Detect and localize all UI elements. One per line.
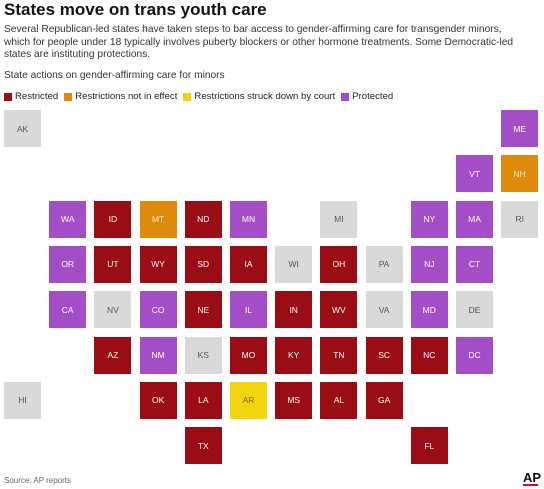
- state-tile-nm: NM: [139, 336, 177, 374]
- state-tile-nj: NJ: [410, 245, 448, 283]
- page-title: States move on trans youth care: [4, 0, 267, 19]
- legend-label: Protected: [352, 91, 394, 102]
- state-tile-wa: WA: [49, 200, 87, 238]
- legend-label: Restricted: [15, 91, 59, 102]
- ap-logo: AP: [523, 470, 542, 485]
- state-tile-ok: OK: [139, 381, 177, 419]
- legend-item-not-in-effect: Restrictions not in effect: [64, 91, 177, 102]
- ap-logo-underline: [523, 484, 538, 486]
- state-tile-or: OR: [49, 245, 87, 283]
- legend-item-struck-down: Restrictions struck down by court: [183, 91, 335, 102]
- legend-item-protected: Protected: [341, 91, 393, 102]
- state-tile-sd: SD: [184, 245, 222, 283]
- state-tile-ga: GA: [365, 381, 403, 419]
- state-tile-ma: MA: [456, 200, 493, 238]
- state-tile-ct: CT: [456, 245, 493, 283]
- state-tile-al: AL: [320, 381, 358, 419]
- state-tile-va: VA: [365, 291, 403, 329]
- state-tile-me: ME: [501, 110, 539, 147]
- state-tile-ca: CA: [49, 291, 87, 329]
- state-tile-ut: UT: [94, 245, 132, 283]
- chart-heading: State actions on gender-affirming care f…: [4, 70, 225, 81]
- legend-swatch-restricted: [4, 92, 12, 101]
- state-tile-mt: MT: [139, 200, 177, 238]
- state-tile-la: LA: [184, 381, 222, 419]
- legend-label: Restrictions not in effect: [75, 91, 178, 102]
- state-tile-az: AZ: [94, 336, 132, 374]
- legend-swatch-struck-down: [183, 92, 192, 101]
- state-tile-mo: MO: [230, 336, 267, 374]
- state-tile-wi: WI: [275, 245, 313, 283]
- legend: Restricted Restrictions not in effect Re…: [4, 91, 399, 102]
- state-tile-hi: HI: [4, 381, 41, 419]
- state-tile-il: IL: [230, 291, 267, 329]
- state-tile-vt: VT: [456, 155, 493, 193]
- state-tile-fl: FL: [410, 427, 448, 465]
- source-note: Source: AP reports: [4, 476, 71, 485]
- state-tile-tx: TX: [184, 427, 222, 465]
- legend-item-restricted: Restricted: [4, 91, 58, 102]
- state-tile-nc: NC: [410, 336, 448, 374]
- subtitle: Several Republican-led states have taken…: [4, 24, 514, 61]
- state-tile-mi: MI: [320, 200, 358, 238]
- state-tile-oh: OH: [320, 245, 358, 283]
- state-tile-in: IN: [275, 291, 313, 329]
- state-tile-ky: KY: [275, 336, 313, 374]
- state-tile-mn: MN: [230, 200, 267, 238]
- state-tile-tn: TN: [320, 336, 358, 374]
- state-tile-nh: NH: [501, 155, 539, 193]
- state-tile-ak: AK: [4, 110, 41, 147]
- legend-label: Restrictions struck down by court: [194, 91, 336, 102]
- state-tile-pa: PA: [365, 245, 403, 283]
- state-tile-wv: WV: [320, 291, 358, 329]
- state-tile-id: ID: [94, 200, 132, 238]
- state-tile-co: CO: [139, 291, 177, 329]
- state-tile-nv: NV: [94, 291, 132, 329]
- legend-swatch-protected: [341, 92, 350, 101]
- state-tile-ms: MS: [275, 381, 313, 419]
- state-tile-wy: WY: [139, 245, 177, 283]
- state-tile-ri: RI: [501, 200, 539, 238]
- state-tile-sc: SC: [365, 336, 403, 374]
- state-tile-ks: KS: [184, 336, 222, 374]
- state-tile-md: MD: [410, 291, 448, 329]
- state-tile-nd: ND: [184, 200, 222, 238]
- state-tile-ar: AR: [230, 381, 267, 419]
- state-tile-ia: IA: [230, 245, 267, 283]
- legend-swatch-not-in-effect: [64, 92, 73, 101]
- state-tile-ne: NE: [184, 291, 222, 329]
- state-tile-dc: DC: [456, 336, 493, 374]
- state-tile-ny: NY: [410, 200, 448, 238]
- state-tile-de: DE: [456, 291, 493, 329]
